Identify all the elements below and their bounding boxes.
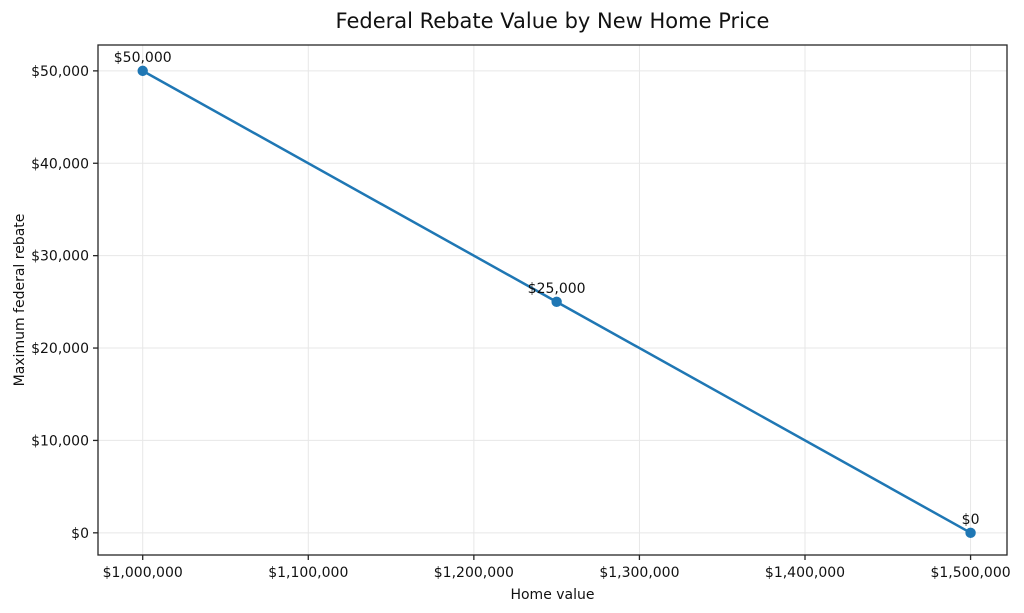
y-tick-label: $40,000 — [31, 156, 89, 172]
point-value-label: $0 — [962, 512, 980, 528]
data-point — [137, 65, 148, 77]
x-tick-label: $1,200,000 — [434, 565, 514, 581]
chart-title: Federal Rebate Value by New Home Price — [335, 9, 770, 33]
y-tick-label: $10,000 — [31, 433, 89, 449]
y-tick-label: $50,000 — [31, 64, 89, 80]
point-value-label: $50,000 — [114, 50, 172, 66]
data-point — [551, 296, 562, 308]
x-tick-label: $1,000,000 — [103, 565, 183, 581]
x-tick-label: $1,400,000 — [765, 565, 845, 581]
plot-border — [97, 44, 1008, 556]
y-tick-label: $0 — [71, 526, 89, 542]
x-axis-label: Home value — [510, 587, 595, 603]
x-tick-label: $1,300,000 — [599, 565, 679, 581]
data-point — [965, 527, 976, 539]
y-tick-label: $30,000 — [31, 249, 89, 265]
x-tick-label: $1,500,000 — [930, 565, 1010, 581]
point-value-label: $25,000 — [528, 281, 586, 297]
y-axis-label: Maximum federal rebate — [12, 213, 28, 387]
x-tick-label: $1,100,000 — [268, 565, 348, 581]
y-tick-label: $20,000 — [31, 341, 89, 357]
